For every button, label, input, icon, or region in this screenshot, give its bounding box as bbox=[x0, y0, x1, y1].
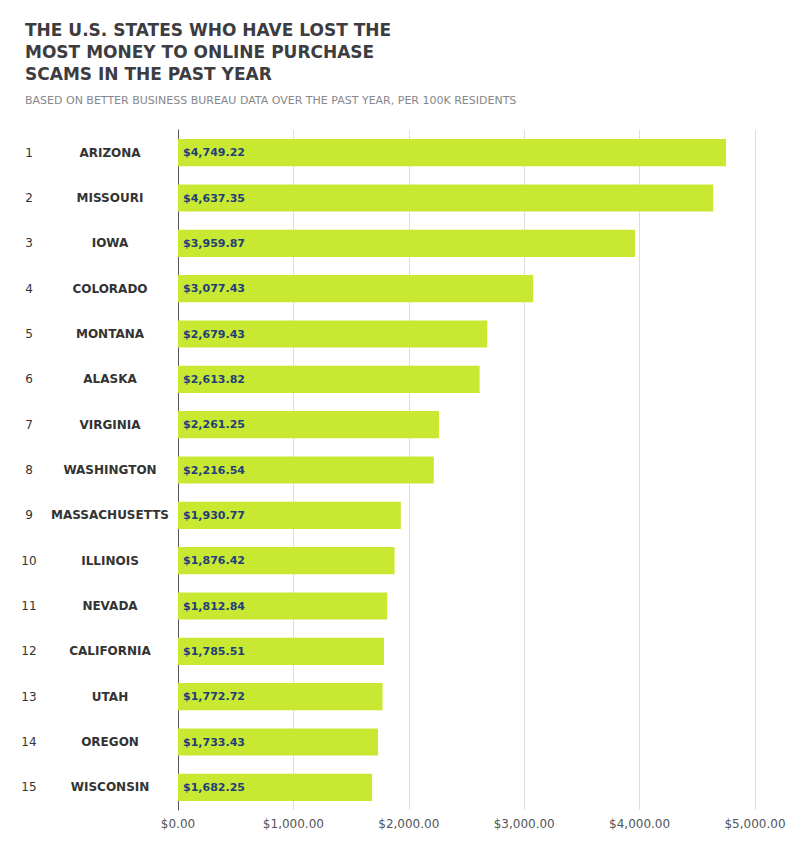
svg-text:$2,216.54: $2,216.54 bbox=[183, 464, 245, 477]
svg-text:$2,613.82: $2,613.82 bbox=[183, 373, 245, 386]
svg-text:9: 9 bbox=[25, 508, 33, 522]
svg-text:$3,000.00: $3,000.00 bbox=[494, 817, 555, 831]
svg-text:$1,876.42: $1,876.42 bbox=[183, 554, 245, 567]
svg-text:$1,772.72: $1,772.72 bbox=[183, 690, 245, 703]
svg-text:$3,959.87: $3,959.87 bbox=[183, 237, 245, 250]
svg-text:IOWA: IOWA bbox=[92, 236, 129, 250]
svg-text:MOST MONEY TO ONLINE PURCHASE: MOST MONEY TO ONLINE PURCHASE bbox=[25, 42, 374, 62]
svg-text:$2,679.43: $2,679.43 bbox=[183, 328, 245, 341]
svg-text:10: 10 bbox=[21, 554, 36, 568]
svg-text:MONTANA: MONTANA bbox=[76, 327, 145, 341]
svg-text:5: 5 bbox=[25, 327, 33, 341]
svg-text:$0.00: $0.00 bbox=[161, 817, 195, 831]
svg-text:11: 11 bbox=[21, 599, 36, 613]
svg-text:14: 14 bbox=[21, 735, 36, 749]
svg-text:6: 6 bbox=[25, 372, 33, 386]
svg-text:VIRGINIA: VIRGINIA bbox=[79, 418, 141, 432]
svg-text:$1,930.77: $1,930.77 bbox=[183, 509, 245, 522]
svg-text:$1,733.43: $1,733.43 bbox=[183, 736, 245, 749]
svg-text:4: 4 bbox=[25, 282, 33, 296]
svg-text:CALIFORNIA: CALIFORNIA bbox=[69, 644, 151, 658]
svg-text:WASHINGTON: WASHINGTON bbox=[63, 463, 156, 477]
svg-text:7: 7 bbox=[25, 418, 33, 432]
svg-text:$3,077.43: $3,077.43 bbox=[183, 282, 245, 295]
svg-text:$1,812.84: $1,812.84 bbox=[183, 600, 245, 613]
svg-text:ARIZONA: ARIZONA bbox=[79, 146, 141, 160]
svg-text:$4,749.22: $4,749.22 bbox=[183, 146, 245, 159]
svg-text:8: 8 bbox=[25, 463, 33, 477]
svg-text:BASED ON BETTER BUSINESS BUREA: BASED ON BETTER BUSINESS BUREAU DATA OVE… bbox=[25, 94, 516, 107]
svg-text:12: 12 bbox=[21, 644, 36, 658]
svg-text:2: 2 bbox=[25, 191, 33, 205]
svg-text:$2,261.25: $2,261.25 bbox=[183, 418, 245, 431]
svg-text:$1,785.51: $1,785.51 bbox=[183, 645, 245, 658]
svg-text:OREGON: OREGON bbox=[81, 735, 139, 749]
svg-text:$2,000.00: $2,000.00 bbox=[378, 817, 439, 831]
svg-text:13: 13 bbox=[21, 690, 36, 704]
svg-text:1: 1 bbox=[25, 146, 33, 160]
svg-text:$4,000.00: $4,000.00 bbox=[609, 817, 670, 831]
svg-text:WISCONSIN: WISCONSIN bbox=[71, 780, 150, 794]
svg-text:NEVADA: NEVADA bbox=[82, 599, 138, 613]
svg-text:$5,000.00: $5,000.00 bbox=[724, 817, 785, 831]
svg-text:THE U.S. STATES WHO HAVE LOST: THE U.S. STATES WHO HAVE LOST THE bbox=[25, 20, 391, 40]
svg-text:SCAMS IN THE PAST YEAR: SCAMS IN THE PAST YEAR bbox=[25, 64, 272, 84]
svg-text:$4,637.35: $4,637.35 bbox=[183, 192, 245, 205]
svg-text:MISSOURI: MISSOURI bbox=[77, 191, 144, 205]
svg-text:COLORADO: COLORADO bbox=[72, 282, 147, 296]
svg-text:3: 3 bbox=[25, 236, 33, 250]
svg-text:ILLINOIS: ILLINOIS bbox=[81, 554, 139, 568]
svg-text:15: 15 bbox=[21, 780, 36, 794]
svg-text:$1,682.25: $1,682.25 bbox=[183, 781, 245, 794]
svg-text:$1,000.00: $1,000.00 bbox=[263, 817, 324, 831]
svg-text:UTAH: UTAH bbox=[92, 690, 128, 704]
svg-text:ALASKA: ALASKA bbox=[83, 372, 137, 386]
svg-text:MASSACHUSETTS: MASSACHUSETTS bbox=[51, 508, 169, 522]
